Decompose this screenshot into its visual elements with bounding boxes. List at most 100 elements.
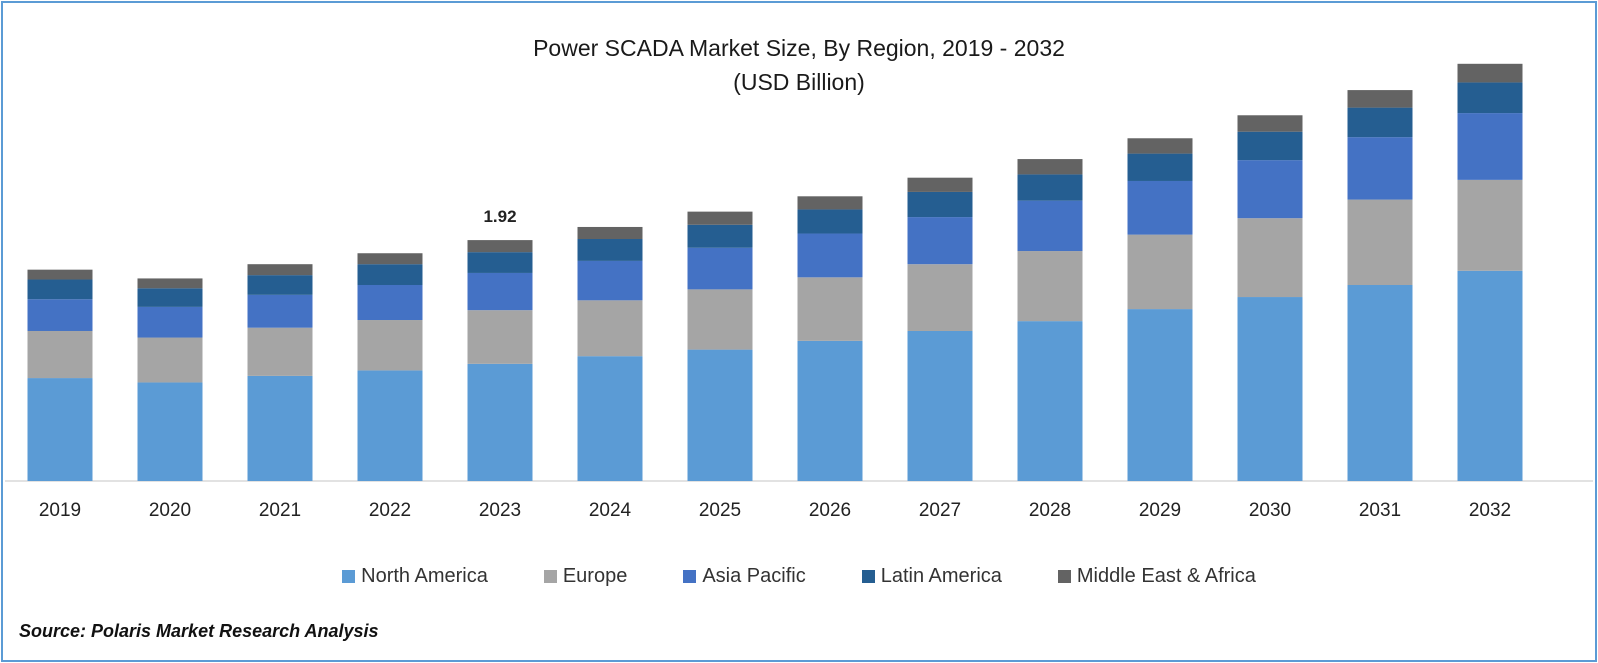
chart-legend: North America Europe Asia Pacific Latin Ame… [3, 565, 1595, 588]
legend-item-europe: Europe [543, 565, 627, 588]
bar-segment-latin-america-2032 [1457, 82, 1523, 114]
bar-segment-latin-america-2028 [1017, 174, 1083, 201]
bar-segment-north-america-2025 [687, 349, 753, 481]
x-tick-label-2032: 2032 [1469, 500, 1511, 521]
bar-segment-latin-america-2026 [797, 209, 863, 234]
legend-label: Asia Pacific [702, 565, 806, 587]
bar-segment-latin-america-2025 [687, 224, 753, 248]
bar-segment-middle-east-africa-2020 [137, 278, 203, 289]
legend-label: Latin America [880, 565, 1002, 587]
bar-segment-asia-pacific-2032 [1457, 113, 1523, 180]
chart-subtitle: (USD Billion) [733, 69, 865, 95]
bar-segment-asia-pacific-2025 [687, 247, 753, 290]
bar-segment-europe-2027 [907, 264, 973, 331]
bar-segment-latin-america-2024 [577, 239, 643, 261]
x-tick-label-2025: 2025 [699, 500, 741, 521]
bar-segment-asia-pacific-2022 [357, 284, 423, 321]
legend-swatch [1057, 570, 1071, 583]
bar-segment-north-america-2028 [1017, 321, 1083, 481]
bar-segment-north-america-2032 [1457, 270, 1523, 481]
bar-segment-middle-east-africa-2031 [1347, 90, 1413, 108]
legend-swatch [861, 570, 875, 583]
bar-segment-middle-east-africa-2019 [27, 269, 93, 280]
legend-swatch [342, 570, 356, 583]
bar-segment-middle-east-africa-2025 [687, 211, 753, 225]
bar-segment-middle-east-africa-2023 [467, 240, 533, 253]
bar-segment-north-america-2030 [1237, 297, 1303, 481]
bar-segment-asia-pacific-2031 [1347, 137, 1413, 200]
bar-segment-north-america-2022 [357, 370, 423, 481]
bar-segment-asia-pacific-2029 [1127, 180, 1193, 235]
bar-segment-asia-pacific-2020 [137, 306, 203, 338]
bar-segment-north-america-2023 [467, 363, 533, 481]
bar-segment-europe-2032 [1457, 179, 1523, 271]
x-tick-label-2020: 2020 [149, 500, 191, 521]
bar-segment-asia-pacific-2024 [577, 260, 643, 301]
x-tick-label-2031: 2031 [1359, 500, 1401, 521]
x-tick-label-2021: 2021 [259, 500, 301, 521]
bar-segment-latin-america-2023 [467, 252, 533, 273]
x-tick-label-2029: 2029 [1139, 500, 1181, 521]
legend-label: Middle East & Africa [1076, 565, 1256, 587]
bar-segment-north-america-2031 [1347, 284, 1413, 481]
bar-segment-europe-2030 [1237, 218, 1303, 298]
bar-segment-europe-2026 [797, 277, 863, 341]
source-note: Source: Polaris Market Research Analysis [19, 621, 379, 641]
bar-segment-europe-2025 [687, 289, 753, 350]
bar-segment-europe-2024 [577, 300, 643, 357]
bar-segment-middle-east-africa-2027 [907, 177, 973, 192]
bar-segment-north-america-2020 [137, 382, 203, 481]
bar-segment-latin-america-2030 [1237, 131, 1303, 161]
x-tick-label-2026: 2026 [809, 500, 851, 521]
legend-swatch [683, 570, 697, 583]
bar-segment-europe-2020 [137, 337, 203, 383]
x-tick-label-2028: 2028 [1029, 500, 1071, 521]
x-tick-label-2027: 2027 [919, 500, 961, 521]
bar-segment-europe-2029 [1127, 234, 1193, 310]
bar-segment-middle-east-africa-2032 [1457, 63, 1523, 83]
bar-segment-latin-america-2027 [907, 191, 973, 218]
bar-segment-north-america-2019 [27, 378, 93, 481]
bar-segment-asia-pacific-2027 [907, 217, 973, 265]
bar-segment-north-america-2026 [797, 340, 863, 481]
bar-segment-latin-america-2029 [1127, 153, 1193, 181]
bar-segment-latin-america-2022 [357, 264, 423, 285]
bar-segment-asia-pacific-2028 [1017, 200, 1083, 252]
legend-item-latin-america: Latin America [861, 565, 1002, 588]
x-tick-label-2022: 2022 [369, 500, 411, 521]
bar-segment-north-america-2027 [907, 330, 973, 481]
legend-item-north-america: North America [342, 565, 488, 588]
chart-title: Power SCADA Market Size, By Region, 2019… [533, 35, 1065, 61]
bar-segment-middle-east-africa-2024 [577, 226, 643, 240]
chart-plot: 2019 2020 2021 2022 2023 1.92 2024 2025 2026 2027… [5, 63, 1593, 521]
x-tick-label-2019: 2019 [39, 500, 81, 521]
legend-swatch [543, 570, 557, 583]
bar-segment-latin-america-2020 [137, 288, 203, 307]
bar-segment-asia-pacific-2023 [467, 272, 533, 311]
bar-segment-north-america-2024 [577, 356, 643, 481]
bar-segment-asia-pacific-2026 [797, 233, 863, 278]
bar-segment-europe-2022 [357, 320, 423, 371]
legend-label: North America [361, 565, 488, 587]
bar-segment-north-america-2029 [1127, 309, 1193, 481]
legend-item-middle-east-africa: Middle East & Africa [1057, 565, 1256, 588]
bar-segment-europe-2019 [27, 330, 93, 379]
bar-segment-middle-east-africa-2021 [247, 264, 313, 276]
data-label-2023: 1.92 [483, 207, 516, 226]
bar-segment-north-america-2021 [247, 375, 313, 481]
bar-segment-asia-pacific-2030 [1237, 160, 1303, 219]
bar-segment-asia-pacific-2021 [247, 294, 313, 328]
bar-segment-middle-east-africa-2022 [357, 253, 423, 265]
bar-segment-middle-east-africa-2028 [1017, 159, 1083, 175]
bar-segment-europe-2021 [247, 327, 313, 376]
bar-segment-latin-america-2021 [247, 275, 313, 295]
bar-segment-asia-pacific-2019 [27, 299, 93, 331]
bar-segment-europe-2031 [1347, 199, 1413, 285]
bar-segment-europe-2028 [1017, 251, 1083, 322]
x-tick-label-2030: 2030 [1249, 500, 1291, 521]
x-tick-label-2023: 2023 [479, 500, 521, 521]
bar-segment-middle-east-africa-2030 [1237, 115, 1303, 132]
bar-segment-europe-2023 [467, 310, 533, 364]
bar-segment-latin-america-2019 [27, 279, 93, 300]
